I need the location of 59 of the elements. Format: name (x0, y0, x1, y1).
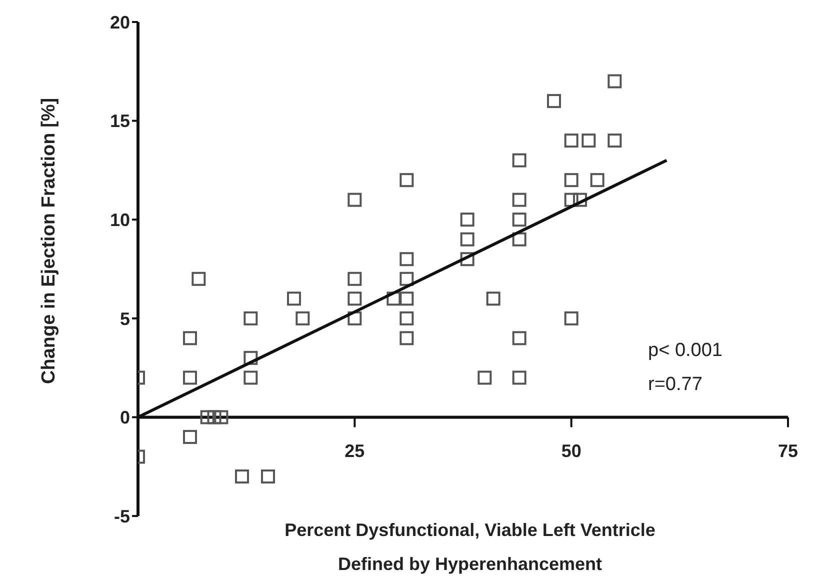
point (608, 74, 622, 88)
point (183, 331, 197, 346)
point (348, 311, 362, 326)
point (460, 232, 474, 246)
y-tick-label: 15 (110, 111, 130, 132)
point (235, 469, 249, 484)
point (400, 173, 414, 188)
point (400, 311, 414, 326)
point (244, 311, 258, 326)
x-axis-title: Percent Dysfunctional, Viable Left Ventricle Defined by Hyperenhancement (284, 519, 656, 576)
point (573, 192, 587, 207)
point (192, 272, 206, 286)
x-tick-label: 75 (778, 441, 798, 462)
point (564, 134, 578, 148)
point (608, 134, 622, 148)
point (486, 292, 500, 306)
point (207, 410, 222, 424)
point (512, 153, 526, 168)
x-tick-label: 50 (561, 441, 582, 462)
point (460, 252, 474, 266)
point (547, 94, 561, 108)
point (244, 370, 258, 385)
point (214, 410, 228, 424)
point (590, 173, 604, 188)
point (582, 134, 596, 148)
point (512, 192, 526, 207)
annotation: r=0.77 (648, 373, 704, 397)
y-tick-label: 20 (110, 12, 130, 32)
point (183, 430, 197, 444)
point (512, 232, 526, 246)
point (348, 292, 362, 306)
point (386, 292, 401, 306)
point (512, 331, 526, 346)
point (564, 192, 578, 207)
x-tick-label: 25 (344, 441, 365, 462)
point (460, 212, 474, 227)
point (400, 272, 414, 286)
point (564, 311, 578, 326)
y-axis-title: Change in Ejection Fraction [%] (38, 98, 60, 384)
point (261, 469, 275, 484)
y-tick-label: 5 (120, 308, 130, 329)
point (200, 410, 214, 424)
point (478, 370, 492, 385)
point (400, 331, 414, 346)
y-tick-label: 10 (110, 210, 130, 230)
point (348, 272, 362, 286)
point (348, 192, 362, 207)
point (400, 292, 414, 306)
point (564, 173, 578, 188)
point (244, 350, 258, 365)
point (287, 292, 301, 306)
point (296, 311, 310, 326)
annotation: p< 0.001 (648, 339, 722, 363)
y-tick-label: -5 (114, 506, 130, 526)
point (400, 252, 414, 266)
point (183, 370, 197, 385)
point (512, 370, 526, 385)
point (512, 212, 526, 227)
y-tick-label: 0 (120, 408, 130, 428)
